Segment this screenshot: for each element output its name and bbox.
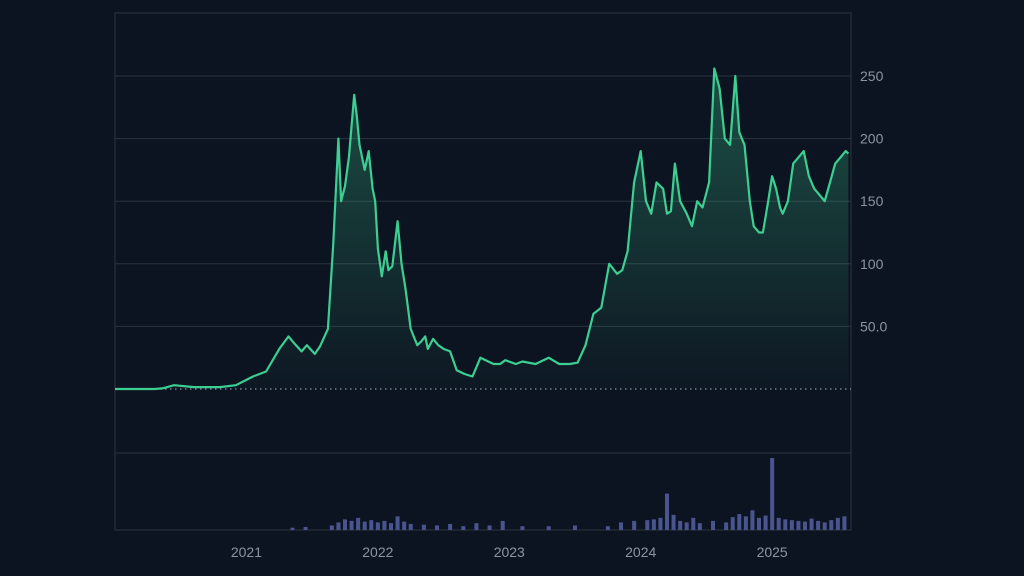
volume-bar — [737, 514, 742, 530]
volume-bar — [789, 520, 794, 530]
volume-bar — [421, 524, 426, 530]
y-tick-label: 250 — [860, 68, 884, 84]
volume-bar — [651, 519, 656, 530]
y-tick-label: 200 — [860, 131, 884, 147]
volume-bar — [395, 516, 400, 530]
volume-bars — [290, 458, 847, 530]
volume-bar — [573, 525, 577, 530]
volume-bar — [632, 520, 637, 530]
volume-bar — [336, 522, 341, 530]
volume-bar — [730, 517, 735, 530]
volume-bar — [763, 515, 768, 530]
price-axis: 50.0 100 150 200 250 — [860, 68, 887, 334]
volume-bar — [770, 458, 775, 530]
volume-bar — [743, 516, 748, 530]
x-tick-label: 2022 — [362, 544, 393, 560]
volume-bar — [474, 523, 479, 530]
time-axis: 2021 2022 2023 2024 2025 — [231, 544, 788, 560]
volume-bar — [757, 517, 761, 530]
volume-bar — [343, 519, 347, 530]
price-line — [115, 67, 850, 391]
price-area — [115, 67, 850, 391]
volume-bar — [835, 517, 840, 530]
volume-bar — [658, 517, 663, 530]
volume-bar — [356, 517, 361, 530]
volume-bar — [829, 520, 834, 530]
volume-bar — [375, 522, 380, 530]
volume-bar — [520, 526, 525, 530]
volume-bar — [809, 518, 814, 530]
x-tick-label: 2021 — [231, 544, 262, 560]
y-tick-label: 100 — [860, 256, 884, 272]
volume-bar — [724, 522, 729, 530]
volume-bar — [500, 520, 505, 530]
volume-bar — [389, 523, 393, 530]
plot-border — [114, 12, 852, 531]
volume-bar — [408, 523, 413, 530]
x-tick-label: 2024 — [625, 544, 656, 560]
volume-bar — [349, 520, 354, 530]
volume-bar — [816, 520, 821, 530]
volume-bar — [546, 526, 551, 530]
volume-bar — [684, 522, 689, 530]
x-tick-label: 2025 — [757, 544, 788, 560]
x-tick-label: 2023 — [494, 544, 525, 560]
volume-bar — [665, 493, 669, 530]
volume-bar — [645, 520, 650, 530]
volume-bar — [435, 525, 439, 530]
volume-bar — [750, 510, 755, 530]
price-area-fill — [115, 68, 849, 389]
volume-bar — [382, 520, 387, 530]
volume-bar — [803, 521, 807, 530]
volume-bar — [671, 514, 676, 530]
volume-bar — [697, 523, 702, 530]
volume-bar — [303, 526, 308, 530]
volume-bar — [776, 517, 781, 530]
volume-bar — [619, 522, 623, 530]
y-tick-label: 150 — [860, 193, 884, 209]
volume-bar — [461, 526, 466, 530]
volume-bar — [842, 516, 847, 530]
volume-bar — [822, 522, 827, 530]
volume-bar — [402, 521, 407, 530]
volume-bar — [783, 519, 788, 530]
volume-bar — [691, 517, 696, 530]
volume-bar — [487, 525, 492, 530]
volume-bar — [329, 525, 334, 530]
volume-bar — [362, 521, 367, 530]
volume-bar — [290, 527, 295, 530]
volume-bar — [369, 520, 374, 530]
volume-bar — [605, 526, 610, 530]
volume-bar — [796, 520, 801, 530]
y-tick-label: 50.0 — [860, 318, 887, 334]
volume-bar — [448, 523, 453, 530]
plot-frame — [114, 12, 852, 531]
volume-bar — [711, 520, 715, 530]
volume-bar — [678, 520, 683, 530]
